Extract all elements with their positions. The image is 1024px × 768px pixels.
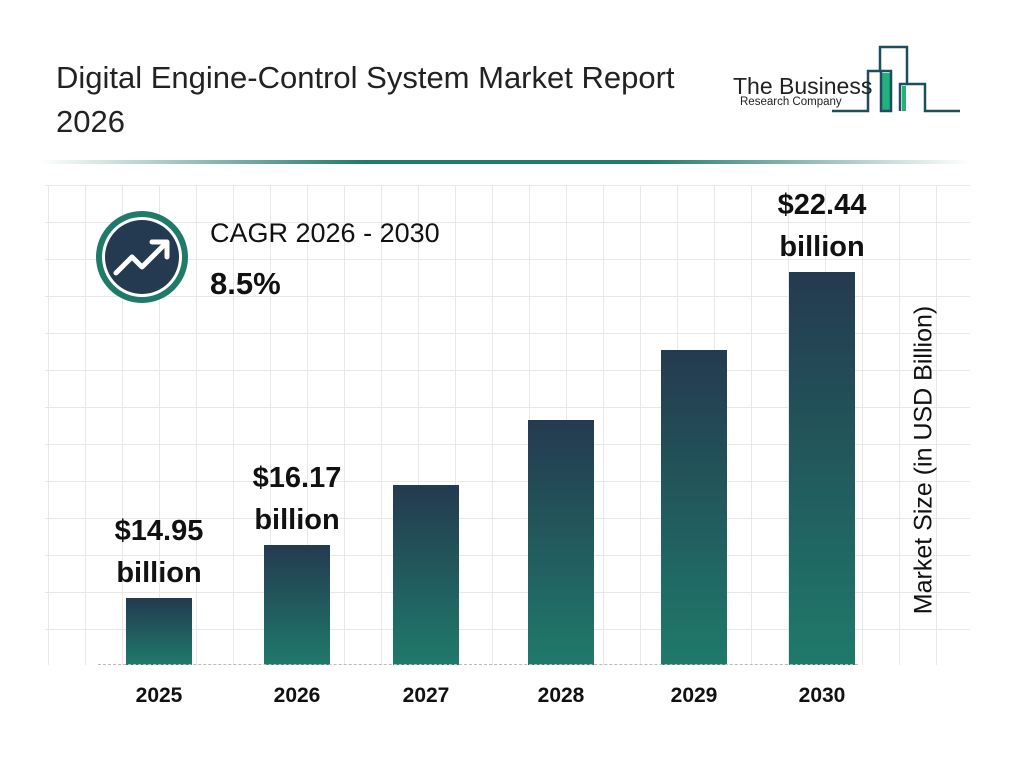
data-label: $14.95 billion xyxy=(79,510,239,594)
x-tick-label: 2028 xyxy=(537,684,585,707)
logo-line1: The Business xyxy=(733,73,873,99)
header-divider xyxy=(40,160,970,164)
logo-line2: Research Company xyxy=(740,96,842,108)
bar-2030 xyxy=(789,271,855,665)
data-label: $22.44 billion xyxy=(742,184,902,268)
x-tick-label: 2030 xyxy=(798,684,846,707)
x-tick-label: 2026 xyxy=(273,684,321,707)
bar-2026 xyxy=(264,544,330,665)
data-label-line2: billion xyxy=(116,556,202,589)
data-label: $16.17 billion xyxy=(217,457,377,541)
data-label-line2: billion xyxy=(254,503,340,536)
bar-2025 xyxy=(126,597,192,665)
x-tick-label: 2029 xyxy=(670,684,718,707)
data-label-line1: $14.95 xyxy=(114,514,204,547)
page-title: Digital Engine-Control System Market Rep… xyxy=(56,60,675,139)
trending-up-icon xyxy=(92,207,192,307)
cagr-label: CAGR 2026 - 2030 xyxy=(210,218,440,248)
x-tick-label: 2027 xyxy=(402,684,450,707)
cagr-value: 8.5% xyxy=(210,266,281,301)
y-axis-label: Market Size (in USD Billion) xyxy=(909,305,938,615)
bar-2029 xyxy=(661,349,727,665)
x-tick-label: 2025 xyxy=(135,684,183,707)
bar-2028 xyxy=(528,420,594,665)
bar-2027 xyxy=(393,484,459,665)
data-label-line1: $22.44 xyxy=(777,188,867,221)
data-label-line2: billion xyxy=(779,230,865,263)
x-axis-baseline xyxy=(98,664,858,665)
company-logo: The Business Research Company xyxy=(720,40,970,120)
data-label-line1: $16.17 xyxy=(252,461,342,494)
